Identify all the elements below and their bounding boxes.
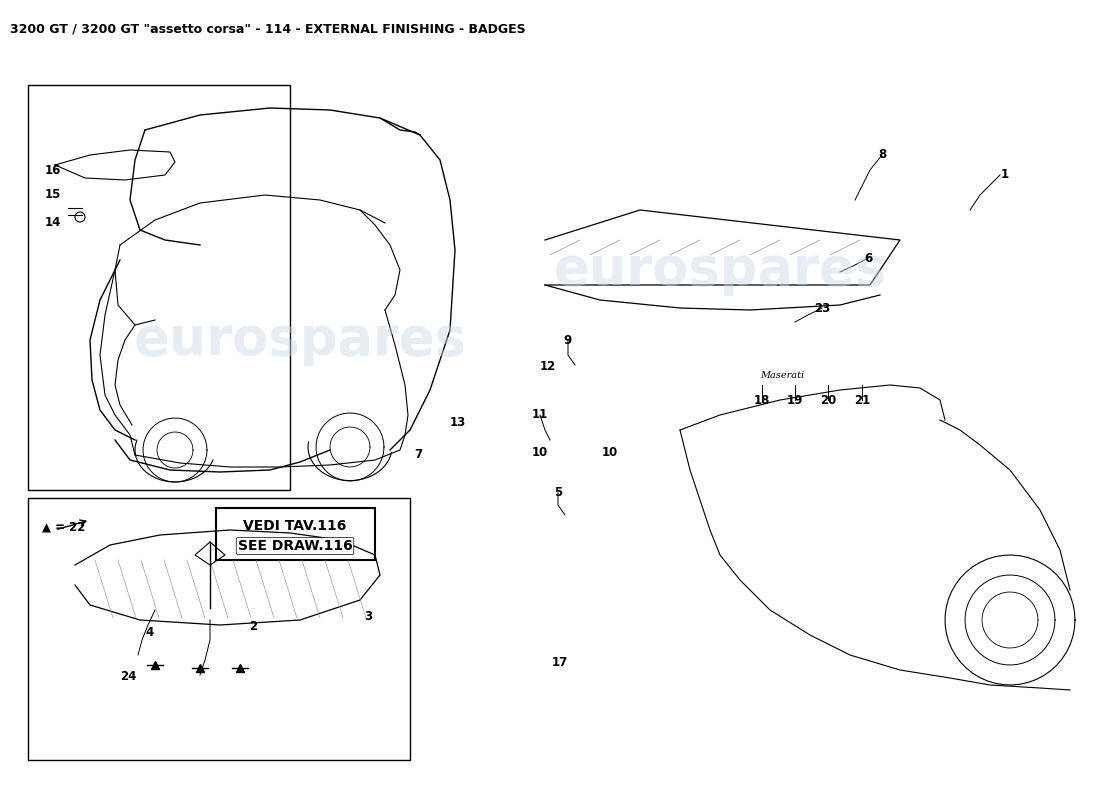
Text: 3: 3 <box>364 610 372 623</box>
Text: eurospares: eurospares <box>133 314 466 366</box>
Text: 20: 20 <box>820 394 836 406</box>
Text: 23: 23 <box>814 302 830 314</box>
Text: 10: 10 <box>602 446 618 458</box>
FancyBboxPatch shape <box>216 508 375 560</box>
Polygon shape <box>75 530 380 625</box>
Text: 4: 4 <box>146 626 154 638</box>
Text: 2: 2 <box>249 621 257 634</box>
Text: 3200 GT / 3200 GT "assetto corsa" - 114 - EXTERNAL FINISHING - BADGES: 3200 GT / 3200 GT "assetto corsa" - 114 … <box>10 22 526 35</box>
Text: 21: 21 <box>854 394 870 406</box>
Text: 19: 19 <box>786 394 803 406</box>
Text: 5: 5 <box>554 486 562 498</box>
Bar <box>28 85 290 490</box>
Text: 11: 11 <box>532 409 548 422</box>
Text: 7: 7 <box>414 449 422 462</box>
Text: eurospares: eurospares <box>553 244 887 296</box>
Text: 8: 8 <box>878 149 887 162</box>
Text: Maserati: Maserati <box>760 370 804 379</box>
Text: 18: 18 <box>754 394 770 406</box>
Text: 10: 10 <box>532 446 548 458</box>
Text: 17: 17 <box>552 655 568 669</box>
Text: 1: 1 <box>1001 169 1009 182</box>
Text: 16: 16 <box>45 163 62 177</box>
Text: 24: 24 <box>120 670 136 683</box>
Text: SEE DRAW.116: SEE DRAW.116 <box>238 539 352 553</box>
Text: 12: 12 <box>540 361 557 374</box>
Text: 15: 15 <box>45 189 62 202</box>
Text: VEDI TAV.116: VEDI TAV.116 <box>243 519 346 533</box>
Bar <box>28 498 410 760</box>
Text: 9: 9 <box>564 334 572 346</box>
Text: 13: 13 <box>450 415 466 429</box>
Text: 6: 6 <box>864 251 872 265</box>
Text: ▲ = 22: ▲ = 22 <box>42 521 86 534</box>
Text: 14: 14 <box>45 215 62 229</box>
